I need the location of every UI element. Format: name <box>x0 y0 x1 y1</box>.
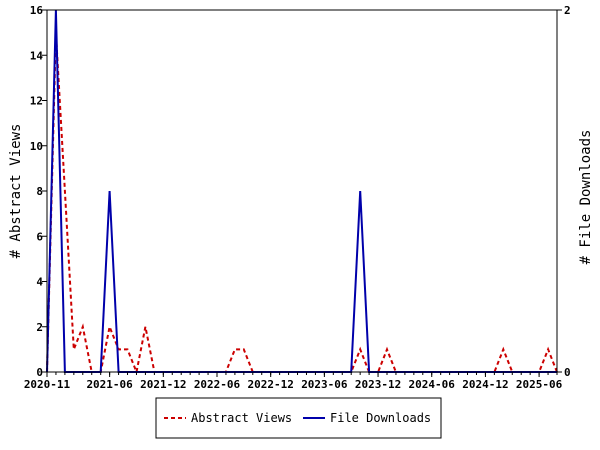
plot-frame <box>46 9 558 373</box>
x-tick-label: 2024-12 <box>462 378 508 391</box>
legend: Abstract Views File Downloads <box>155 397 442 439</box>
x-tick-label: 2021-12 <box>140 378 186 391</box>
right-axis-title: # File Downloads <box>578 130 594 265</box>
x-tick-label: 2021-06 <box>86 378 133 391</box>
series-line-abstract-views <box>46 32 558 376</box>
legend-label-file-downloads: File Downloads <box>330 411 431 425</box>
y-left-tick-label: 8 <box>36 185 43 198</box>
y-left-tick-label: 2 <box>36 321 43 334</box>
x-tick-label: 2023-06 <box>301 378 348 391</box>
x-tick-label: 2022-06 <box>194 378 241 391</box>
y-left-tick-label: 6 <box>36 230 43 243</box>
legend-label-abstract-views: Abstract Views <box>191 411 292 425</box>
y-right-tick-label: 0 <box>564 366 571 379</box>
y-left-tick-label: 0 <box>36 366 43 379</box>
legend-box <box>155 397 442 439</box>
y-left-tick-label: 4 <box>36 276 43 289</box>
x-tick-label: 2023-12 <box>355 378 401 391</box>
y-left-tick-label: 16 <box>30 4 44 17</box>
tick-layer: 2020-11 2021-06 2021-12 2022-06 2022-12 2023-… <box>24 4 571 391</box>
plot-frame-layer <box>47 10 557 372</box>
y-left-tick-label: 12 <box>30 95 43 108</box>
x-tick-label: 2024-06 <box>409 378 456 391</box>
left-axis-title: # Abstract Views <box>8 124 24 259</box>
x-tick-label: 2022-12 <box>248 378 294 391</box>
y-right-tick-label: 2 <box>564 4 571 17</box>
x-tick-label: 2020-11 <box>24 378 71 391</box>
x-tick-label: 2025-06 <box>516 378 563 391</box>
y-left-tick-label: 14 <box>30 49 44 62</box>
y-left-tick-label: 10 <box>30 140 43 153</box>
plot-background <box>47 10 557 372</box>
